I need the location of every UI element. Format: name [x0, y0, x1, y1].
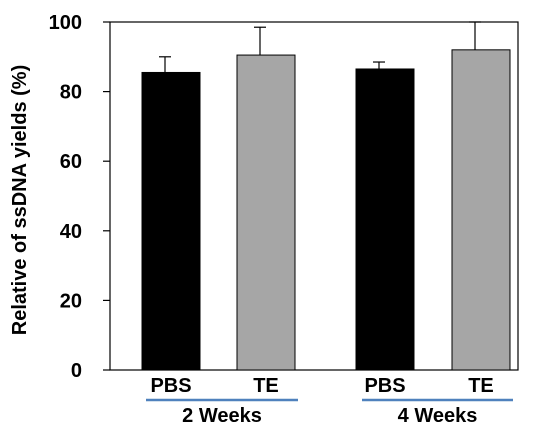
x-axis: PBS TE PBS TE: [150, 375, 493, 397]
group-labels: 2 Weeks 4 Weeks: [146, 398, 513, 427]
error-bars-layer: [159, 21, 481, 73]
x-tick-label: PBS: [150, 375, 191, 397]
bar: [236, 54, 296, 371]
y-tick-label: 80: [60, 82, 82, 104]
x-tick-label: PBS: [364, 375, 405, 397]
bar: [355, 68, 415, 371]
y-tick-label: 100: [49, 12, 82, 34]
bar: [451, 49, 511, 371]
y-axis: 0 20 40 60 80 100: [49, 12, 110, 382]
plot-frame: [109, 21, 519, 371]
bar: [141, 71, 201, 371]
group-label: 2 Weeks: [182, 405, 262, 427]
y-tick-label: 40: [60, 221, 82, 243]
y-axis-title: Relative of ssDNA yields (%): [9, 65, 31, 335]
y-tick-label: 0: [71, 360, 82, 382]
bars-layer: [141, 49, 511, 371]
y-tick-label: 60: [60, 151, 82, 173]
x-tick-label: TE: [468, 375, 494, 397]
group-label: 4 Weeks: [398, 405, 478, 427]
x-tick-label: TE: [253, 375, 279, 397]
y-tick-label: 20: [60, 290, 82, 312]
plot-border: [109, 21, 519, 371]
